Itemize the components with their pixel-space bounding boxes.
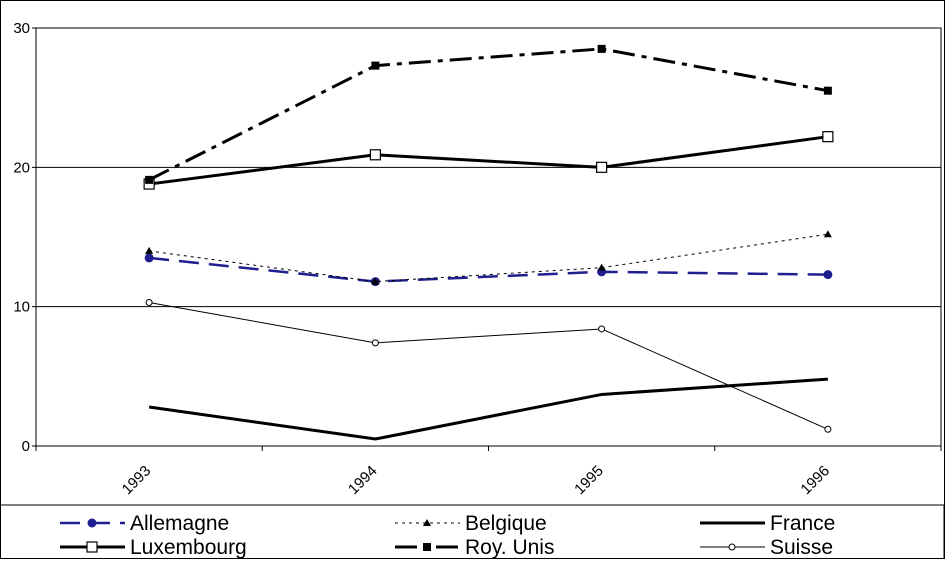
data-point xyxy=(372,340,378,346)
legend-label: Belgique xyxy=(465,512,547,535)
data-point xyxy=(729,544,735,550)
data-point xyxy=(823,132,833,142)
legend-label: Roy. Unis xyxy=(465,536,554,559)
y-tick-label: 0 xyxy=(22,438,30,455)
data-point xyxy=(146,299,152,305)
legend-label: Luxembourg xyxy=(130,536,247,559)
data-point xyxy=(423,543,431,551)
y-tick-label: 10 xyxy=(13,299,30,316)
legend-label: Suisse xyxy=(770,536,833,559)
data-point xyxy=(145,176,153,184)
data-point xyxy=(825,426,831,432)
data-point xyxy=(88,519,96,527)
data-point xyxy=(824,87,832,95)
y-tick-label: 20 xyxy=(13,159,30,176)
data-point xyxy=(371,62,379,70)
legend-label: Allemagne xyxy=(130,512,229,535)
y-tick-label: 30 xyxy=(13,20,30,37)
legend: Allemagne Belgique France Luxembourg Roy. Un… xyxy=(1,505,945,559)
data-point xyxy=(145,254,153,262)
data-point xyxy=(599,326,605,332)
legend-label: France xyxy=(770,512,835,535)
data-point xyxy=(87,542,97,552)
data-point xyxy=(598,45,606,53)
data-point xyxy=(370,150,380,160)
data-point xyxy=(597,162,607,172)
data-point xyxy=(824,271,832,279)
